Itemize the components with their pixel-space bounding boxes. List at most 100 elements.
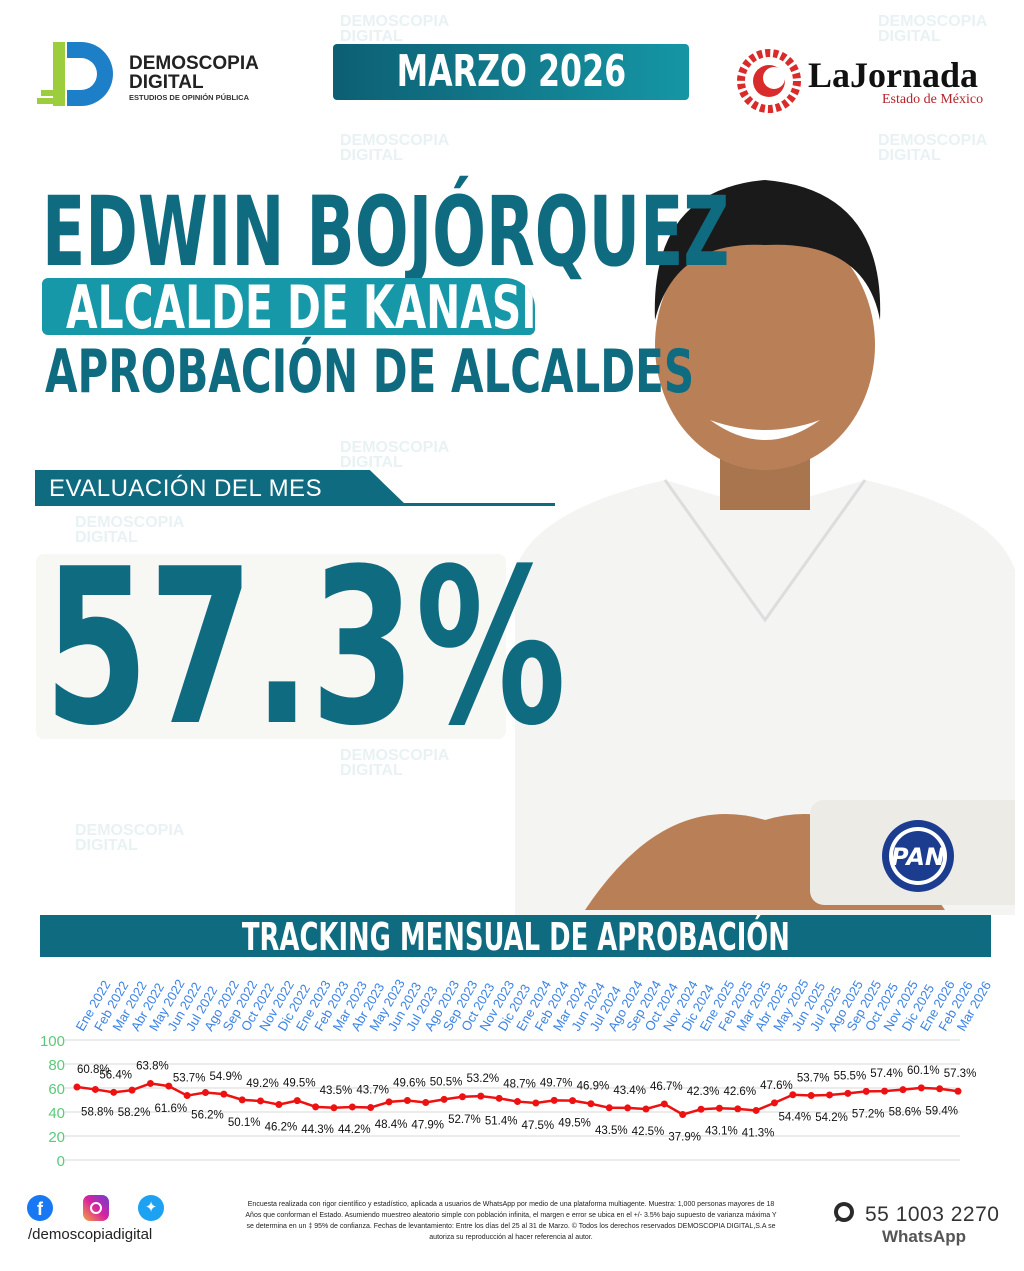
pan-party-logo: PAN [880, 818, 956, 894]
data-label: 57.4% [870, 1068, 903, 1080]
sun-icon [737, 49, 801, 113]
data-label: 57.2% [852, 1108, 885, 1120]
evaluation-label: EVALUACIÓN DEL MES [35, 470, 407, 506]
watermark: DEMOSCOPIA DIGITAL [340, 439, 450, 471]
partner-subtitle: Estado de México [882, 92, 984, 107]
data-point [73, 1083, 81, 1091]
data-label: 49.6% [393, 1077, 426, 1089]
y-tick-label: 0 [57, 1153, 65, 1170]
demoscopia-d-icon [37, 42, 113, 106]
data-point [146, 1079, 154, 1087]
twitter-icon[interactable]: ✦ [138, 1195, 164, 1221]
y-tick-label: 80 [48, 1057, 65, 1074]
data-point [660, 1100, 668, 1108]
data-point [458, 1093, 466, 1101]
data-label: 58.8% [81, 1106, 114, 1118]
data-point [587, 1100, 595, 1108]
data-label: 47.5% [522, 1120, 555, 1132]
social-links: f ✦ [25, 1195, 255, 1245]
data-point [569, 1097, 577, 1105]
data-label: 43.5% [595, 1125, 628, 1137]
party-logo-text: PAN [891, 843, 945, 871]
data-label: 52.7% [448, 1114, 481, 1126]
data-label: 49.5% [283, 1078, 316, 1090]
data-label: 42.3% [687, 1086, 720, 1098]
phone-number[interactable]: 55 1003 2270 [865, 1203, 1000, 1226]
data-point [936, 1085, 944, 1093]
data-point [514, 1098, 521, 1106]
approval-score: 57.3% [44, 522, 567, 773]
brand-tagline: ESTUDIOS DE OPINIÓN PÚBLICA [129, 93, 250, 102]
score-box [36, 554, 506, 739]
data-point [312, 1103, 320, 1111]
data-point [862, 1087, 870, 1095]
data-point [642, 1105, 650, 1113]
data-label: 48.7% [503, 1079, 536, 1091]
facebook-icon[interactable]: f [27, 1195, 53, 1221]
data-label: 49.7% [540, 1077, 573, 1089]
watermark: DEMOSCOPIA DIGITAL [75, 514, 185, 546]
y-tick-label: 20 [48, 1129, 65, 1146]
data-point [183, 1092, 191, 1100]
data-point [770, 1099, 778, 1107]
data-point [899, 1086, 907, 1094]
role-bar: ALCALDE DE KANASÍN [42, 278, 535, 335]
social-handle[interactable]: /demoscopiadigital [28, 1226, 153, 1243]
la-jornada-logo: LaJornada Estado de México [736, 48, 996, 118]
survey-disclaimer: Encuesta realizada con rigor científico … [245, 1201, 777, 1241]
data-label: 55.5% [834, 1070, 867, 1082]
data-point [807, 1092, 815, 1100]
divider [35, 503, 555, 506]
data-label: 60.8% [77, 1064, 110, 1076]
data-point [367, 1104, 375, 1112]
data-label: 43.7% [356, 1085, 389, 1097]
data-label: 60.1% [907, 1065, 940, 1077]
data-point [422, 1099, 430, 1107]
data-label: 53.7% [173, 1073, 206, 1085]
data-point [348, 1103, 356, 1111]
data-point [917, 1084, 925, 1092]
watermark: DEMOSCOPIA DIGITAL [75, 822, 185, 854]
brand-name-line2: DIGITAL [129, 72, 204, 93]
data-label: 50.1% [228, 1117, 261, 1129]
data-point [697, 1105, 705, 1113]
data-point [532, 1099, 540, 1107]
watermark: DEMOSCOPIA DIGITAL [340, 747, 450, 779]
data-point [605, 1104, 613, 1112]
data-label: 61.6% [154, 1103, 187, 1115]
data-point [91, 1085, 99, 1093]
data-point [220, 1090, 228, 1098]
data-point [881, 1087, 889, 1095]
data-point [257, 1097, 265, 1105]
watermark: DEMOSCOPIA DIGITAL [340, 13, 450, 45]
data-label: 49.2% [246, 1078, 279, 1090]
data-point [275, 1101, 283, 1109]
data-label: 53.7% [797, 1073, 830, 1085]
brand-name-line1: DEMOSCOPIA [129, 53, 259, 74]
partner-name: LaJornada [808, 55, 979, 95]
data-label: 56.4% [99, 1069, 132, 1081]
data-point [624, 1104, 632, 1112]
data-point [826, 1091, 834, 1099]
data-point [293, 1097, 301, 1105]
data-label: 63.8% [136, 1060, 169, 1072]
data-label: 57.3% [944, 1068, 977, 1080]
data-point [734, 1105, 742, 1113]
data-point [440, 1095, 448, 1103]
data-label: 42.6% [723, 1086, 756, 1098]
data-label: 37.9% [668, 1132, 701, 1144]
data-label: 53.2% [466, 1073, 499, 1085]
watermark: DEMOSCOPIA DIGITAL [340, 132, 450, 164]
data-label: 46.2% [265, 1122, 298, 1134]
data-point [715, 1104, 723, 1112]
instagram-icon[interactable] [83, 1195, 109, 1221]
data-point [844, 1089, 852, 1097]
data-label: 46.9% [577, 1081, 610, 1093]
data-label: 58.2% [118, 1107, 151, 1119]
data-label: 47.6% [760, 1080, 793, 1092]
subtitle: APROBACIÓN DE ALCALDES [45, 337, 695, 407]
data-label: 48.4% [375, 1119, 408, 1131]
candidate-name: EDWIN BOJÓRQUEZ [42, 176, 730, 288]
watermark: DEMOSCOPIA DIGITAL [878, 132, 988, 164]
